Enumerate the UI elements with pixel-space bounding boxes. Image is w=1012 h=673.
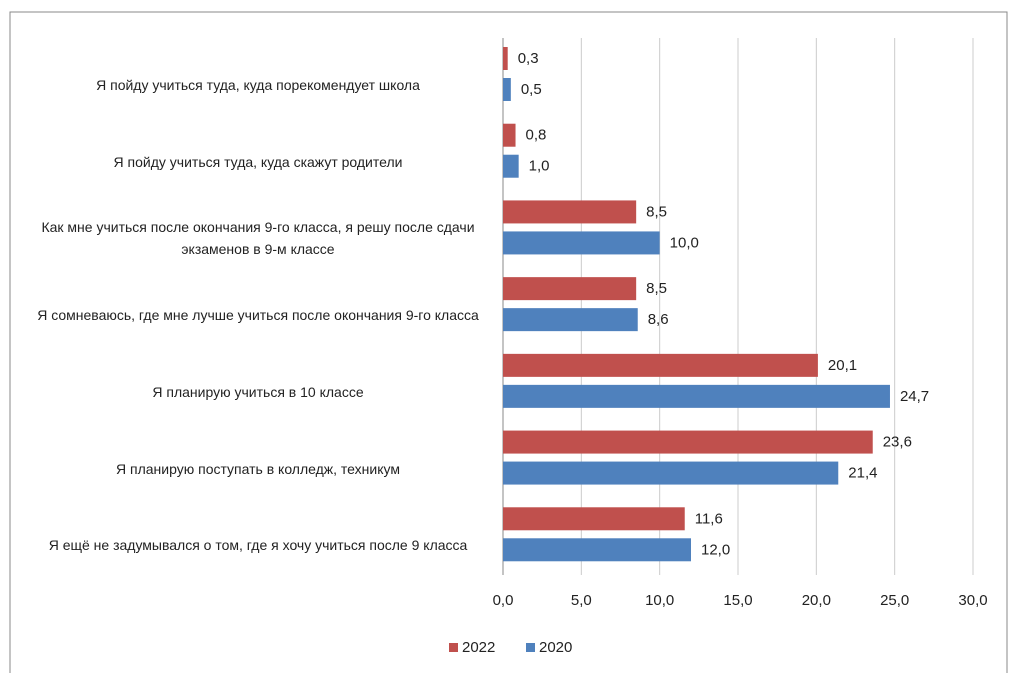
value-label: 24,7	[900, 388, 929, 405]
legend-label: 2020	[539, 639, 572, 656]
bar	[503, 47, 508, 70]
x-tick-label: 30,0	[958, 592, 987, 609]
bar	[503, 123, 516, 147]
x-tick-label: 0,0	[493, 592, 514, 609]
value-label: 23,6	[883, 434, 912, 451]
legend-label: 2022	[462, 639, 495, 656]
value-label: 10,0	[670, 234, 699, 251]
x-tick-label: 20,0	[802, 592, 831, 609]
value-label: 0,5	[521, 81, 542, 98]
value-label: 1,0	[529, 158, 550, 175]
x-tick-label: 15,0	[723, 592, 752, 609]
y-tick-label: Я планирую поступать в колледж, техникум	[116, 460, 400, 477]
bar	[503, 507, 685, 531]
bar	[503, 461, 839, 485]
bar	[503, 231, 660, 255]
y-tick-label: Я ещё не задумывался о том, где я хочу у…	[48, 537, 468, 554]
value-label: 8,5	[646, 280, 667, 297]
bar	[503, 308, 638, 332]
legend-swatch	[449, 643, 458, 652]
x-tick-label: 10,0	[645, 592, 674, 609]
frame	[9, 11, 1008, 673]
bar	[503, 538, 691, 562]
bar	[503, 200, 637, 224]
value-label: 8,5	[646, 203, 667, 220]
bar	[503, 384, 890, 408]
value-label: 12,0	[701, 541, 730, 558]
value-label: 11,6	[695, 510, 723, 527]
bar	[503, 277, 637, 301]
y-tick-label: Я планирую учиться в 10 классе	[152, 383, 364, 400]
y-tick-label: Как мне учиться после окончания 9-го кла…	[41, 219, 475, 258]
value-label: 8,6	[648, 311, 669, 328]
bar	[503, 78, 511, 101]
y-tick-label: Я сомневаюсь, где мне лучше учиться посл…	[37, 307, 479, 324]
bar	[503, 353, 818, 377]
legend-swatch	[526, 643, 535, 652]
value-label: 21,4	[848, 465, 877, 482]
y-tick-label: Я пойду учиться туда, куда порекомендует…	[96, 77, 420, 93]
value-label: 20,1	[828, 357, 857, 374]
value-label: 0,3	[518, 50, 539, 67]
value-label: 0,8	[526, 127, 547, 144]
y-tick-label: Я пойду учиться туда, куда скажут родите…	[113, 153, 403, 170]
bar	[503, 154, 519, 178]
bar	[503, 430, 873, 454]
x-tick-label: 25,0	[880, 592, 909, 609]
x-tick-label: 5,0	[571, 592, 592, 609]
